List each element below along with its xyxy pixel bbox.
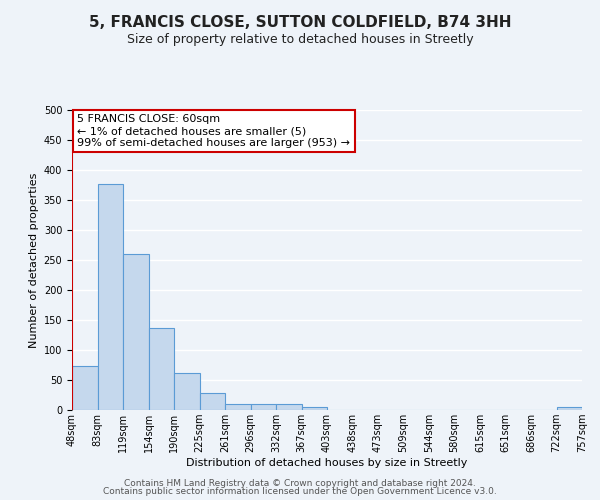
Text: 5 FRANCIS CLOSE: 60sqm
← 1% of detached houses are smaller (5)
99% of semi-detac: 5 FRANCIS CLOSE: 60sqm ← 1% of detached … bbox=[77, 114, 350, 148]
Bar bbox=[174, 374, 199, 410]
Bar bbox=[72, 366, 97, 410]
Bar bbox=[557, 407, 582, 410]
Bar bbox=[149, 328, 174, 410]
Bar bbox=[97, 184, 123, 410]
Text: Contains public sector information licensed under the Open Government Licence v3: Contains public sector information licen… bbox=[103, 487, 497, 496]
Bar bbox=[302, 407, 327, 410]
Text: 5, FRANCIS CLOSE, SUTTON COLDFIELD, B74 3HH: 5, FRANCIS CLOSE, SUTTON COLDFIELD, B74 … bbox=[89, 15, 511, 30]
X-axis label: Distribution of detached houses by size in Streetly: Distribution of detached houses by size … bbox=[187, 458, 467, 468]
Bar bbox=[225, 404, 251, 410]
Text: Contains HM Land Registry data © Crown copyright and database right 2024.: Contains HM Land Registry data © Crown c… bbox=[124, 478, 476, 488]
Bar bbox=[251, 404, 276, 410]
Bar bbox=[123, 254, 149, 410]
Bar bbox=[199, 392, 225, 410]
Bar bbox=[276, 404, 302, 410]
Y-axis label: Number of detached properties: Number of detached properties bbox=[29, 172, 40, 348]
Text: Size of property relative to detached houses in Streetly: Size of property relative to detached ho… bbox=[127, 32, 473, 46]
